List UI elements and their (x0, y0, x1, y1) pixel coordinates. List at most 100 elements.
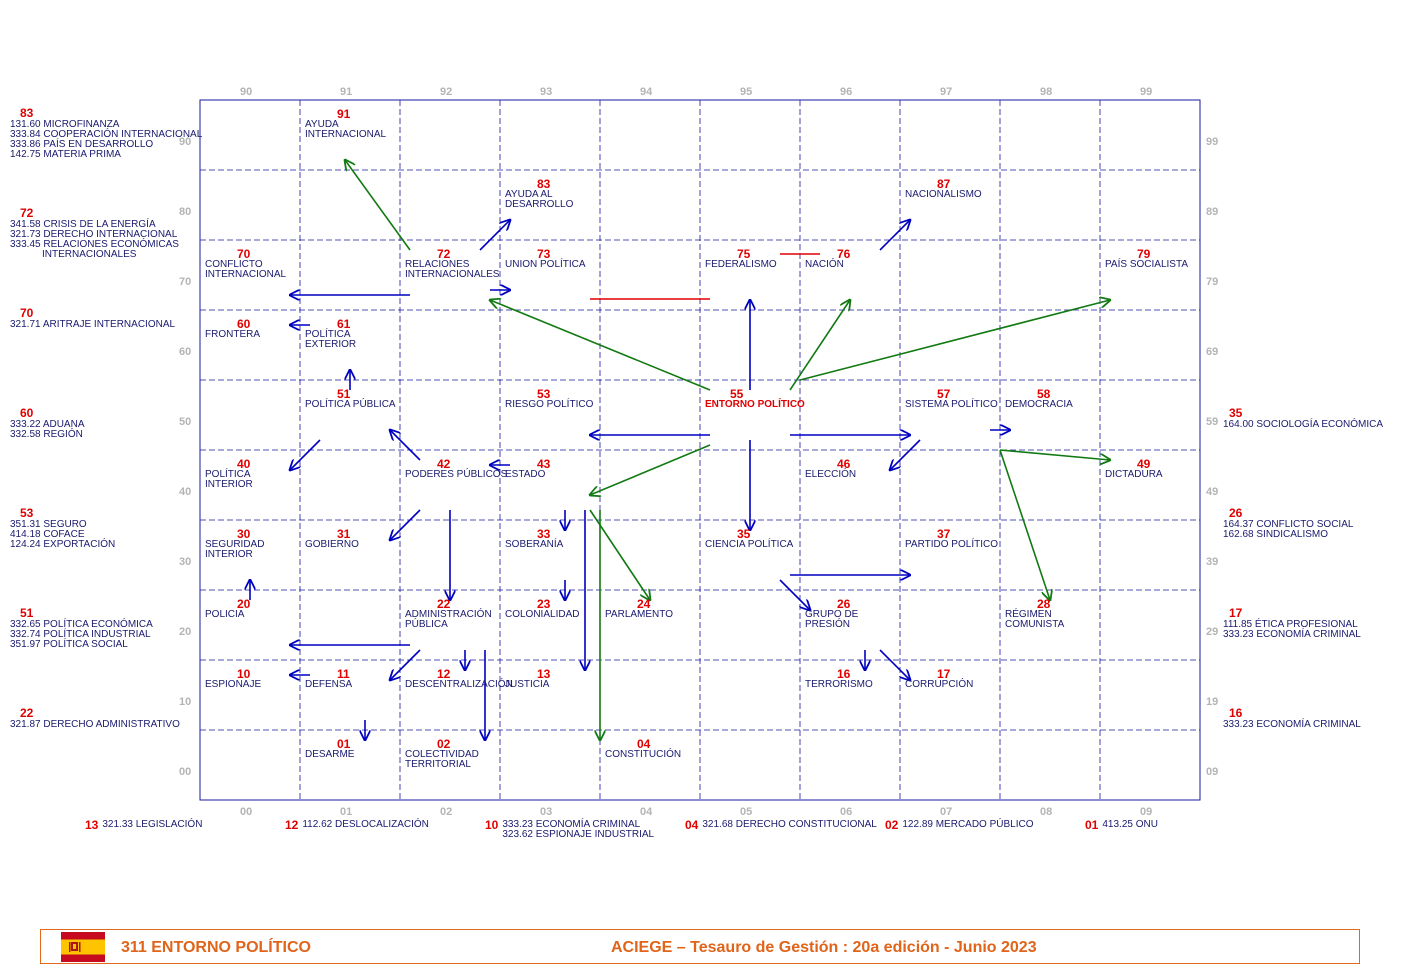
term-code: 01 (337, 737, 351, 751)
term-cell-73[interactable]: 73 UNION POLÍTICA (505, 248, 586, 270)
term-cell-79[interactable]: 79 PAÍS SOCIALISTA (1105, 248, 1188, 270)
term-label: POLÍTICA (305, 329, 351, 340)
relation-arrow (779, 579, 810, 610)
ref-line: 332.65 POLÍTICA ECONÓMICA (10, 619, 153, 630)
term-cell-76[interactable]: 76 NACIÓN (805, 248, 850, 270)
term-cell-37[interactable]: 37 PARTIDO POLÍTICO (905, 528, 998, 550)
term-label: COLONIALIDAD (505, 609, 580, 620)
term-code: 11 (337, 667, 350, 681)
term-label: TERRITORIAL (405, 759, 471, 770)
axis-left-label: 70 (179, 276, 192, 288)
term-cell-30[interactable]: 30 SEGURIDAD INTERIOR (205, 528, 264, 560)
term-cell-91[interactable]: 91 AYUDA INTERNACIONAL (305, 108, 386, 140)
axis-bottom-label: 07 (940, 806, 953, 818)
term-cell-26[interactable]: 26 GRUPO DE PRESIÓN (805, 598, 858, 630)
term-code: 02 (437, 737, 451, 751)
term-cell-04[interactable]: 04 CONSTITUCIÓN (605, 738, 681, 760)
left-ref-72: 72 341.58 CRISIS DE LA ENERGÍA 321.73 DERE… (10, 207, 179, 260)
term-cell-42[interactable]: 42 PODERES PÚBLICOS (405, 458, 507, 480)
term-label: DEMOCRACIA (1005, 399, 1073, 410)
term-cell-20[interactable]: 20 POLICIA (205, 598, 250, 620)
term-code: 35 (737, 527, 751, 541)
term-cell-40[interactable]: 40 POLÍTICA INTERIOR (205, 458, 253, 490)
term-cell-31[interactable]: 31 GOBIERNO (305, 528, 359, 550)
term-cell-87[interactable]: 87 NACIONALISMO (905, 178, 982, 200)
axis-left-label: 50 (179, 416, 192, 428)
axis-bottom-label: 05 (740, 806, 753, 818)
ref-line: 124.24 EXPORTACIÓN (10, 539, 116, 550)
term-cell-43[interactable]: 43 ESTADO (505, 458, 550, 480)
term-cell-10[interactable]: 10 ESPIONAJE (205, 668, 261, 690)
term-cell-22[interactable]: 22 ADMINISTRACIÓN PÚBLICA (405, 598, 492, 630)
term-cell-23[interactable]: 23 COLONIALIDAD (505, 598, 579, 620)
term-cell-61[interactable]: 61 POLÍTICA EXTERIOR (305, 318, 356, 350)
term-cell-02[interactable]: 02 COLECTIVIDAD TERRITORIAL (405, 738, 479, 770)
ref-code: 02 (885, 818, 899, 832)
relation-arrow (589, 509, 650, 600)
term-label: DESCENTRALIZACIÓN (405, 679, 513, 690)
axis-left-label: 90 (179, 136, 192, 148)
term-cell-01[interactable]: 01 DESARME (305, 738, 354, 760)
ref-code: 35 (1229, 406, 1243, 420)
ref-lines: 112.62 DESLOCALIZACIÓN (302, 818, 429, 830)
term-cell-35[interactable]: 35 CIENCIA POLÍTICA (705, 528, 793, 550)
ref-code: 17 (1229, 606, 1243, 620)
ref-line: 351.97 POLÍTICA SOCIAL (10, 639, 128, 650)
term-code: 12 (437, 667, 451, 681)
term-cell-12[interactable]: 12 DESCENTRALIZACIÓN (405, 668, 513, 690)
ref-lines: 413.25 ONU (1102, 818, 1158, 830)
term-label: GRUPO DE (805, 609, 859, 620)
term-cell-72[interactable]: 72 RELACIONES INTERNACIONALES (405, 248, 499, 280)
term-label: POLÍTICA PÚBLICA (305, 399, 396, 410)
term-cell-57[interactable]: 57 SISTEMA POLÍTICO (905, 388, 998, 410)
term-label: SEGURIDAD (205, 539, 265, 550)
term-code: 40 (237, 457, 251, 471)
term-cell-13[interactable]: 13 JUSTICIA (505, 668, 550, 690)
term-cell-51[interactable]: 51 POLÍTICA PÚBLICA (305, 388, 396, 410)
term-cell-24[interactable]: 24 PARLAMENTO (605, 598, 673, 620)
axis-right-label: 69 (1206, 346, 1219, 358)
term-cell-60[interactable]: 60 FRONTERA (205, 318, 260, 340)
term-cell-58[interactable]: 58 DEMOCRACIA (1005, 388, 1073, 410)
term-cell-16[interactable]: 16 TERRORISMO (805, 668, 873, 690)
axis-right-label: 79 (1206, 276, 1219, 288)
axis-left-label: 00 (179, 766, 192, 778)
term-cell-46[interactable]: 46 ELECCIÓN (805, 458, 856, 480)
left-ref-22: 22 321.87 DERECHO ADMINISTRATIVO (10, 707, 180, 730)
right-ref-17: 17 111.85 ÉTICA PROFESIONAL 333.23 ECONOMÍ… (1223, 607, 1361, 640)
term-label: DESARME (305, 749, 355, 760)
term-label: POLICIA (205, 609, 245, 620)
term-code: 26 (837, 597, 851, 611)
left-ref-83: 83 131.60 MICROFINANZA 333.84 COOPERACIÓN … (10, 107, 202, 160)
term-cell-28[interactable]: 28 RÉGIMEN COMUNISTA (1005, 598, 1064, 630)
term-cell-75[interactable]: 75 FEDERALISMO (705, 248, 777, 270)
right-ref-16: 16 333.23 ECONOMÍA CRIMINAL (1223, 707, 1361, 730)
term-cell-11[interactable]: 11 DEFENSA (305, 668, 352, 690)
term-label: PÚBLICA (405, 619, 448, 630)
term-cell-33[interactable]: 33 SOBERANÍA (505, 528, 563, 550)
term-cell-70[interactable]: 70 CONFLICTO INTERNACIONAL (205, 248, 286, 280)
axis-top-label: 91 (340, 86, 353, 98)
axis-top-label: 99 (1140, 86, 1153, 98)
term-label: CORRUPCIÓN (905, 679, 974, 690)
central-term[interactable]: 55 ENTORNO POLÍTICO (705, 388, 805, 410)
relation-arrow (290, 439, 321, 470)
spain-flag-icon (61, 932, 105, 962)
axis-bottom-label: 00 (240, 806, 253, 818)
axis-right-label: 29 (1206, 626, 1219, 638)
term-cell-17[interactable]: 17 CORRUPCIÓN (905, 668, 973, 690)
term-cell-49[interactable]: 49 DICTADURA (1105, 458, 1163, 480)
term-cell-83[interactable]: 83 AYUDA AL DESARROLLO (505, 178, 573, 210)
ref-code: 26 (1229, 506, 1243, 520)
term-label: DESARROLLO (505, 199, 574, 210)
relation-arrow (479, 220, 510, 251)
term-label: PAÍS SOCIALISTA (1105, 259, 1188, 270)
ref-code: 22 (20, 706, 34, 720)
ref-code: 72 (20, 206, 34, 220)
term-cell-53[interactable]: 53 RIESGO POLÍTICO (505, 388, 593, 410)
bottom-ref-13: 13 321.33 LEGISLACIÓN (85, 818, 202, 836)
term-code: 70 (237, 247, 251, 261)
bottom-ref-01: 01 413.25 ONU (1085, 818, 1158, 836)
axis-left-label: 40 (179, 486, 192, 498)
